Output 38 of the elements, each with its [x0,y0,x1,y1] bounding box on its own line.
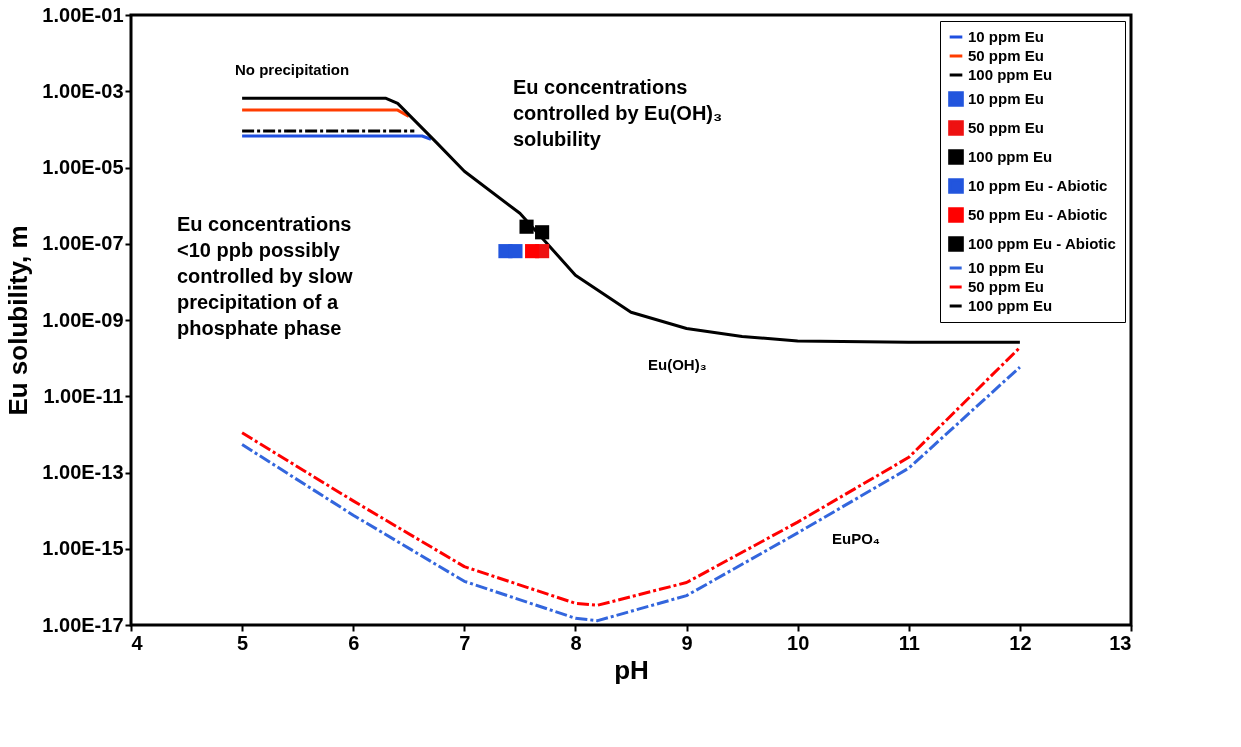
annotation: Eu concentrations <10 ppb possibly controlled by slow precipitation of a phosphate phase [177,213,354,339]
y-tick-label: 1.00E-15 [42,537,124,560]
x-axis-title: pH [614,654,649,685]
annotation: EuPO₄ [832,530,880,547]
x-tick-label: 10 [787,631,810,654]
x-tick-label: 4 [131,631,144,654]
y-tick-label: 1.00E-07 [42,232,124,255]
x-tick-label: 11 [898,631,920,654]
legend-label: 10 ppm Eu - Abiotic [968,177,1108,194]
annotation: Eu(OH)₃ [648,356,707,373]
legend-label: 10 ppm Eu [968,259,1044,276]
annotation: No precipitation [235,61,350,78]
y-tick-label: 1.00E-05 [42,156,124,178]
x-tick-label: 13 [1109,631,1132,654]
y-tick-label: 1.00E-17 [42,613,124,636]
y-axis-title: Eu solubility, m [3,225,34,416]
legend-label: 50 ppm Eu [968,278,1044,295]
legend-label: 50 ppm Eu [968,47,1044,64]
x-tick-label: 5 [237,631,249,654]
x-tick-label: 9 [681,631,693,654]
y-tick-label: 1.00E-01 [42,3,124,26]
legend-label: 100 ppm Eu [968,66,1053,83]
y-tick-label: 1.00E-11 [43,384,124,407]
legend-label: 10 ppm Eu [968,28,1044,45]
legend-label: 100 ppm Eu [968,297,1053,314]
x-tick-label: 8 [570,631,582,654]
x-tick-label: 7 [459,631,471,654]
x-tick-label: 6 [348,631,360,654]
legend-label: 100 ppm Eu [968,148,1053,165]
y-tick-label: 1.00E-09 [42,308,124,331]
annotation: Eu concentrations controlled by Eu(OH)₃ solubility [513,76,723,150]
legend-label: 100 ppm Eu - Abiotic [968,235,1116,252]
y-tick-label: 1.00E-03 [42,79,124,102]
legend-label: 10 ppm Eu [968,90,1044,107]
legend-label: 50 ppm Eu - Abiotic [968,206,1108,223]
y-tick-label: 1.00E-13 [42,461,124,483]
legend-label: 50 ppm Eu [968,119,1044,136]
x-tick-label: 12 [1009,631,1032,654]
